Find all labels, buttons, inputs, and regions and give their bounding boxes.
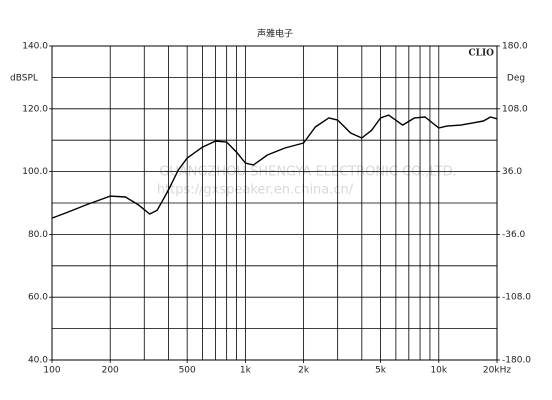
y2-tick-label: 108.0 — [502, 104, 528, 114]
x-tick-label: 5k — [375, 366, 387, 376]
x-tick-label: 100 — [43, 366, 60, 376]
x-tick-label: 20kHz — [483, 366, 511, 376]
x-tick-label: 2k — [298, 366, 310, 376]
y-tick-label: 100.0 — [22, 167, 48, 177]
y-tick-label: 80.0 — [28, 230, 48, 240]
y2-tick-label: -108.0 — [502, 293, 531, 303]
x-tick-label: 500 — [179, 366, 196, 376]
y-tick-label: 60.0 — [28, 293, 48, 303]
response-curve — [51, 114, 498, 219]
y-tick-label: 140.0 — [22, 42, 48, 52]
chart-title: 声雅电子 — [257, 28, 293, 40]
y2-tick-label: -180.0 — [502, 356, 531, 366]
y-tick-label: 40.0 — [28, 356, 48, 366]
y2-tick-label: 180.0 — [502, 42, 528, 52]
y2-axis-unit: Deg — [507, 74, 525, 84]
brand: CLIO — [468, 49, 494, 59]
y2-tick-label: -36.0 — [502, 230, 526, 240]
y-axis-unit: dBSPL — [10, 74, 38, 84]
y-tick-label: 120.0 — [22, 104, 48, 114]
x-tick-label: 200 — [102, 366, 119, 376]
y2-tick-label: 36.0 — [502, 167, 522, 177]
x-tick-label: 10k — [430, 366, 447, 376]
x-tick-label: 1k — [240, 366, 252, 376]
plot-frame — [51, 45, 498, 361]
watermark: https://gxspeaker.en.china.cn/ — [157, 183, 354, 198]
